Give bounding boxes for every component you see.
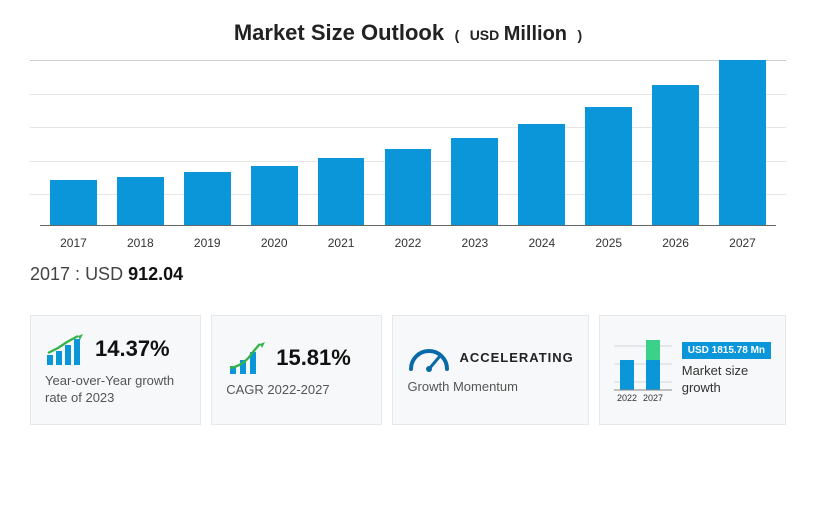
svg-text:2022: 2022	[617, 393, 637, 403]
bar	[184, 172, 231, 225]
chart-title-row: Market Size Outlook ( USD Million )	[30, 20, 786, 46]
x-axis-label: 2022	[375, 236, 442, 250]
bar-col	[308, 158, 375, 225]
mini-bar-chart-icon: 2022 2027	[614, 334, 672, 404]
momentum-value: ACCELERATING	[459, 350, 573, 365]
bar	[451, 138, 498, 225]
metric-cards: 14.37% Year-over-Year growth rate of 202…	[30, 315, 786, 425]
card-momentum: ACCELERATING Growth Momentum	[392, 315, 588, 425]
bar-col	[508, 124, 575, 225]
bar	[652, 85, 699, 225]
baseline-sep: :	[70, 264, 85, 284]
x-axis-label: 2024	[508, 236, 575, 250]
momentum-label: Growth Momentum	[407, 379, 573, 396]
cagr-value: 15.81%	[276, 345, 351, 371]
bar-col	[709, 60, 776, 225]
x-axis-label: 2026	[642, 236, 709, 250]
bar-col	[642, 85, 709, 225]
bar	[518, 124, 565, 225]
title-paren-l: (	[455, 27, 460, 43]
title-unit: Million	[504, 23, 567, 45]
bar	[719, 60, 766, 225]
card-yoy: 14.37% Year-over-Year growth rate of 202…	[30, 315, 201, 425]
svg-text:2027: 2027	[643, 393, 663, 403]
x-axis-label: 2025	[575, 236, 642, 250]
baseline-currency: USD	[85, 264, 123, 284]
growth-badge: USD 1815.78 Mn	[682, 342, 771, 359]
bar-col	[174, 172, 241, 225]
bar	[585, 107, 632, 225]
baseline-amount: 912.04	[128, 264, 183, 284]
cagr-label: CAGR 2022-2027	[226, 382, 367, 399]
bar	[117, 177, 164, 225]
bar-growth-icon	[45, 331, 87, 367]
card-size-growth: 2022 2027 USD 1815.78 Mn Market size gro…	[599, 315, 786, 425]
bar-col	[441, 138, 508, 225]
x-axis-label: 2020	[241, 236, 308, 250]
bar	[251, 166, 298, 225]
bar	[50, 180, 97, 225]
bar	[385, 149, 432, 225]
yoy-label: Year-over-Year growth rate of 2023	[45, 373, 186, 407]
gauge-icon	[407, 343, 451, 373]
x-axis-label: 2018	[107, 236, 174, 250]
bar-col	[40, 180, 107, 225]
title-paren-r: )	[577, 27, 582, 43]
bar-chart: 2017201820192020202120222023202420252026…	[30, 60, 786, 250]
x-axis-label: 2019	[174, 236, 241, 250]
yoy-value: 14.37%	[95, 336, 170, 362]
card-cagr: 15.81% CAGR 2022-2027	[211, 315, 382, 425]
x-axis-label: 2027	[709, 236, 776, 250]
x-axis-label: 2021	[308, 236, 375, 250]
bar	[318, 158, 365, 225]
title-usd: USD	[470, 27, 500, 43]
cagr-growth-icon	[226, 340, 268, 376]
bar-col	[375, 149, 442, 225]
baseline-year: 2017	[30, 264, 70, 284]
bar-col	[107, 177, 174, 225]
bar-col	[241, 166, 308, 225]
growth-label: Market size growth	[682, 363, 771, 396]
baseline-value-line: 2017 : USD 912.04	[30, 264, 786, 285]
bar-col	[575, 107, 642, 225]
chart-title: Market Size Outlook	[234, 20, 444, 45]
x-axis-label: 2017	[40, 236, 107, 250]
x-axis-label: 2023	[441, 236, 508, 250]
